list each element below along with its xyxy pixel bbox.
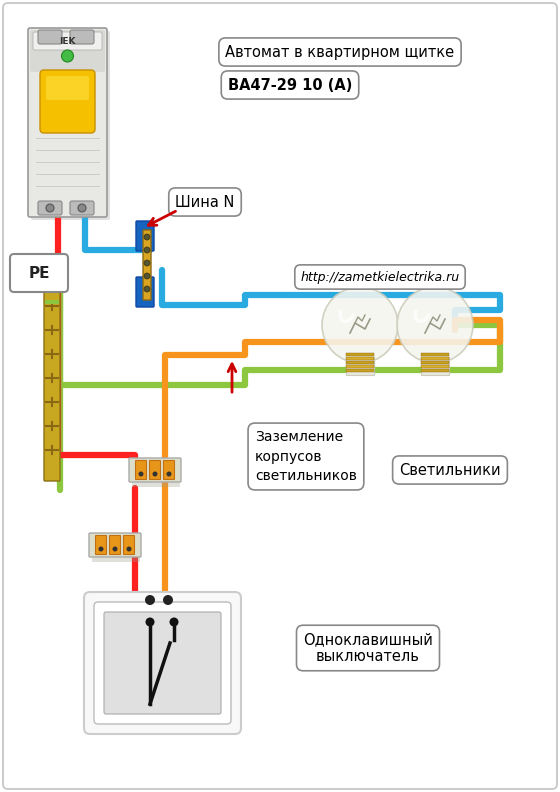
Circle shape xyxy=(144,234,150,240)
Circle shape xyxy=(163,595,173,605)
FancyBboxPatch shape xyxy=(89,533,141,557)
FancyBboxPatch shape xyxy=(45,300,59,304)
FancyBboxPatch shape xyxy=(346,357,374,360)
FancyBboxPatch shape xyxy=(33,32,102,50)
Circle shape xyxy=(113,546,118,551)
Circle shape xyxy=(62,50,73,62)
Circle shape xyxy=(144,260,150,266)
FancyBboxPatch shape xyxy=(94,602,231,724)
Circle shape xyxy=(429,274,441,286)
FancyBboxPatch shape xyxy=(129,458,181,482)
Text: Шина N: Шина N xyxy=(175,195,235,210)
FancyBboxPatch shape xyxy=(150,460,161,479)
FancyBboxPatch shape xyxy=(421,361,449,364)
Text: Светильники: Светильники xyxy=(399,463,501,478)
Circle shape xyxy=(145,595,155,605)
FancyBboxPatch shape xyxy=(346,361,374,364)
FancyBboxPatch shape xyxy=(110,535,120,554)
Circle shape xyxy=(138,471,143,477)
FancyBboxPatch shape xyxy=(38,201,62,215)
Text: IEK: IEK xyxy=(59,36,76,45)
FancyBboxPatch shape xyxy=(92,556,140,562)
FancyBboxPatch shape xyxy=(421,369,449,372)
Circle shape xyxy=(127,546,132,551)
Circle shape xyxy=(397,287,473,363)
Circle shape xyxy=(170,618,179,626)
Circle shape xyxy=(146,618,155,626)
FancyBboxPatch shape xyxy=(70,201,94,215)
Text: Одноклавишный
выключатель: Одноклавишный выключатель xyxy=(303,632,433,664)
FancyBboxPatch shape xyxy=(136,277,154,307)
FancyBboxPatch shape xyxy=(44,269,60,481)
Circle shape xyxy=(144,247,150,253)
Circle shape xyxy=(144,286,150,292)
Circle shape xyxy=(354,274,366,286)
FancyBboxPatch shape xyxy=(46,76,89,100)
FancyBboxPatch shape xyxy=(346,369,374,372)
FancyBboxPatch shape xyxy=(104,612,221,714)
FancyBboxPatch shape xyxy=(84,592,241,734)
FancyBboxPatch shape xyxy=(136,460,147,479)
Circle shape xyxy=(99,546,104,551)
FancyBboxPatch shape xyxy=(132,481,180,487)
FancyBboxPatch shape xyxy=(96,535,106,554)
FancyBboxPatch shape xyxy=(28,28,107,217)
Text: Автомат в квартирном щитке: Автомат в квартирном щитке xyxy=(226,44,455,59)
Circle shape xyxy=(46,204,54,212)
Polygon shape xyxy=(346,357,374,375)
Polygon shape xyxy=(421,357,449,375)
FancyBboxPatch shape xyxy=(31,31,110,220)
Circle shape xyxy=(144,273,150,279)
FancyBboxPatch shape xyxy=(346,365,374,368)
FancyBboxPatch shape xyxy=(40,70,95,133)
FancyBboxPatch shape xyxy=(164,460,175,479)
FancyBboxPatch shape xyxy=(143,230,151,300)
FancyBboxPatch shape xyxy=(70,30,94,44)
FancyBboxPatch shape xyxy=(10,254,68,292)
Circle shape xyxy=(78,204,86,212)
FancyBboxPatch shape xyxy=(38,30,62,44)
Text: http://zametkielectrika.ru: http://zametkielectrika.ru xyxy=(300,271,460,284)
Circle shape xyxy=(322,287,398,363)
Circle shape xyxy=(152,471,157,477)
FancyBboxPatch shape xyxy=(124,535,134,554)
FancyBboxPatch shape xyxy=(3,3,557,789)
FancyBboxPatch shape xyxy=(30,30,105,72)
FancyBboxPatch shape xyxy=(421,353,449,356)
Text: ВА47-29 10 (А): ВА47-29 10 (А) xyxy=(228,78,352,93)
Text: PE: PE xyxy=(28,265,50,280)
FancyBboxPatch shape xyxy=(421,357,449,360)
FancyBboxPatch shape xyxy=(136,221,154,251)
Text: Заземление
корпусов
светильников: Заземление корпусов светильников xyxy=(255,430,357,483)
FancyBboxPatch shape xyxy=(421,365,449,368)
FancyBboxPatch shape xyxy=(346,353,374,356)
Circle shape xyxy=(166,471,171,477)
